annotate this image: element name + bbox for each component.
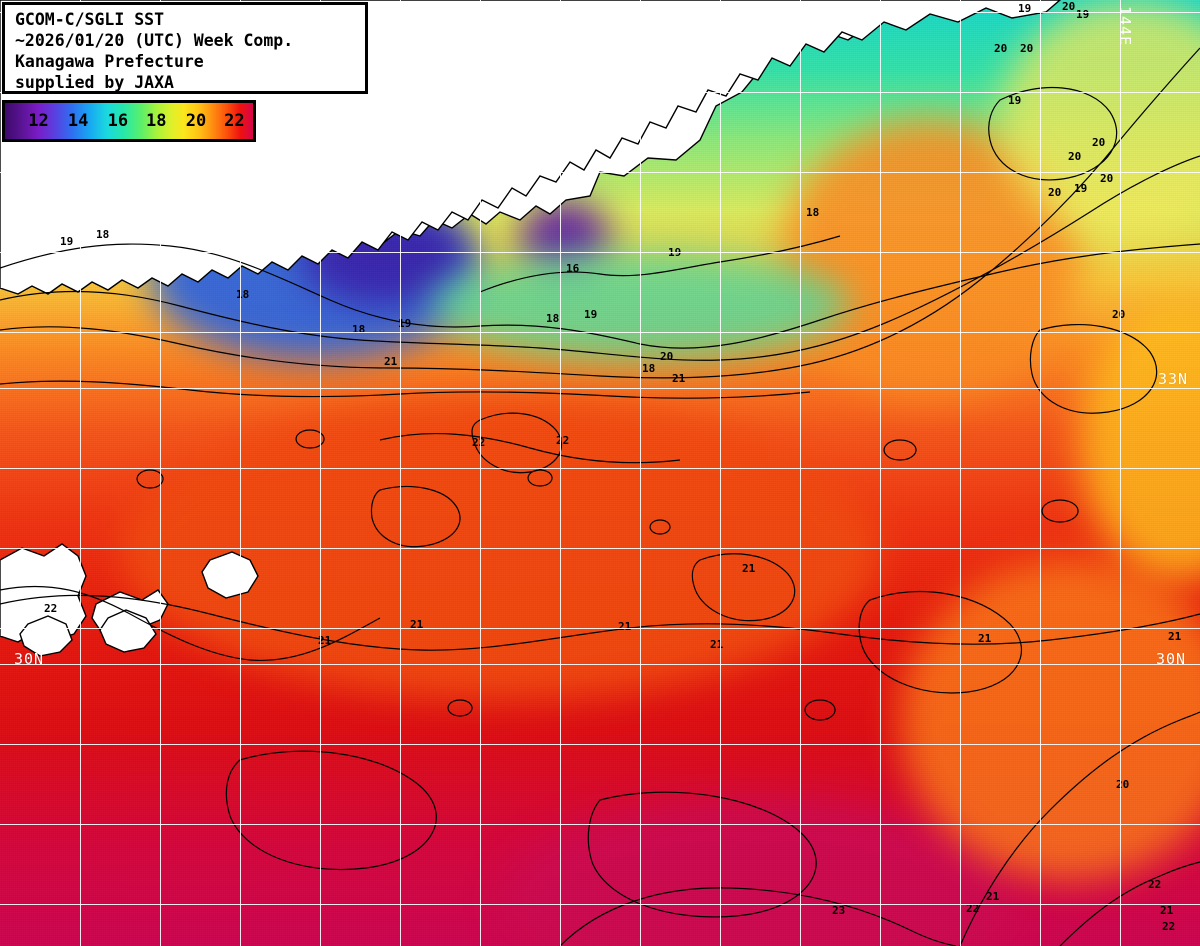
contour-label: 21 — [672, 372, 686, 385]
contour-label: 21 — [1160, 904, 1174, 917]
colorbar-tick-14: 14 — [67, 111, 89, 131]
contour-label: 20 — [1062, 0, 1075, 13]
contour-eddy-3 — [858, 590, 1022, 694]
contour-small-4 — [883, 439, 917, 461]
contour-label: 21 — [410, 618, 424, 631]
contour-label: 19 — [1076, 8, 1089, 21]
contour-label: 18 — [642, 362, 655, 375]
contour-label: 20 — [1112, 308, 1125, 321]
contour-label: 19 — [60, 235, 73, 248]
land-island-b — [19, 615, 73, 657]
contour-eddy-8 — [370, 485, 461, 548]
title-line-product: GCOM-C/SGLI SST — [15, 10, 165, 29]
sst-colorbar: 12 14 16 18 20 22 — [2, 100, 256, 142]
contour-label: 20 — [1100, 172, 1113, 185]
contour-label: 18 — [806, 206, 819, 219]
title-line-date: ~2026/01/20 (UTC) Week Comp. — [15, 31, 294, 50]
contour-20 — [0, 47, 1200, 379]
title-line-source: supplied by JAXA — [15, 73, 174, 92]
contour-label: 20 — [1020, 42, 1033, 55]
contour-label: 21 — [318, 634, 332, 647]
contour-label: 21 — [710, 638, 724, 651]
contour-eddy-1 — [471, 412, 562, 474]
contour-label: 22 — [556, 434, 569, 447]
contour-label: 23 — [832, 904, 845, 917]
contour-16 — [479, 235, 841, 293]
contour-label: 18 — [96, 228, 109, 241]
contour-label: 22 — [1162, 920, 1175, 933]
colorbar-tick-16: 16 — [107, 111, 129, 131]
land-kyushu — [0, 543, 87, 643]
contour-small-1 — [295, 429, 325, 449]
contour-label: 20 — [994, 42, 1007, 55]
colorbar-tick-labels: 12 14 16 18 20 22 — [5, 103, 253, 139]
contour-label: 20 — [1048, 186, 1061, 199]
contour-label: 20 — [660, 350, 673, 363]
contour-label: 21 — [384, 355, 398, 368]
contour-eddy-6 — [988, 86, 1118, 181]
contour-22b — [379, 432, 681, 464]
contour-label: 21 — [1168, 630, 1182, 643]
contour-label: 22 — [966, 902, 979, 915]
contour-label: 21 — [978, 632, 992, 645]
contour-22 — [0, 585, 381, 662]
contour-small-6 — [136, 469, 164, 489]
contour-label: 19 — [584, 308, 597, 321]
contour-label: 21 — [618, 620, 632, 633]
contour-label: 20 — [1092, 136, 1105, 149]
colorbar-tick-12: 12 — [28, 111, 49, 131]
contour-19 — [0, 155, 1200, 361]
contour-label: 20 — [1116, 778, 1129, 791]
contour-18 — [0, 243, 1200, 349]
colorbar-tick-20: 20 — [185, 111, 207, 131]
contour-eddy-4 — [225, 750, 437, 871]
contour-label: 21 — [742, 562, 756, 575]
contour-21 — [0, 380, 811, 399]
contour-label: 19 — [398, 317, 411, 330]
contour-label: 19 — [1008, 94, 1021, 107]
contour-label: 19 — [1018, 2, 1031, 15]
contour-label: 19 — [1074, 182, 1087, 195]
contour-label: 16 — [566, 262, 580, 275]
contour-label: 22 — [44, 602, 57, 615]
land-island-c — [201, 551, 259, 599]
contour-20b — [959, 711, 1200, 946]
colorbar-tick-18: 18 — [146, 111, 167, 131]
contour-label: 18 — [546, 312, 559, 325]
contour-small-3 — [649, 519, 671, 535]
contour-small-2 — [527, 469, 553, 487]
title-legend-box: GCOM-C/SGLI SST ~2026/01/20 (UTC) Week C… — [2, 2, 368, 94]
colorbar-gradient — [5, 103, 253, 139]
contour-eddy-5 — [587, 791, 817, 918]
contour-eddy-2 — [691, 553, 796, 622]
contour-label: 18 — [236, 288, 249, 301]
contour-eddy-7 — [1029, 323, 1158, 414]
contour-label: 19 — [668, 246, 681, 259]
contour-small-5 — [1041, 499, 1079, 523]
contour-label: 21 — [986, 890, 1000, 903]
contour-label: 20 — [1068, 150, 1081, 163]
contour-small-8 — [447, 699, 473, 717]
contour-22c — [1059, 861, 1200, 946]
contour-label: 18 — [352, 323, 365, 336]
contour-label: 22 — [1148, 878, 1161, 891]
contour-23 — [559, 887, 957, 946]
contour-label: 22 — [472, 436, 485, 449]
contour-small-7 — [804, 699, 836, 721]
title-line-org: Kanagawa Prefecture — [15, 52, 204, 71]
colorbar-tick-22: 22 — [224, 111, 245, 131]
